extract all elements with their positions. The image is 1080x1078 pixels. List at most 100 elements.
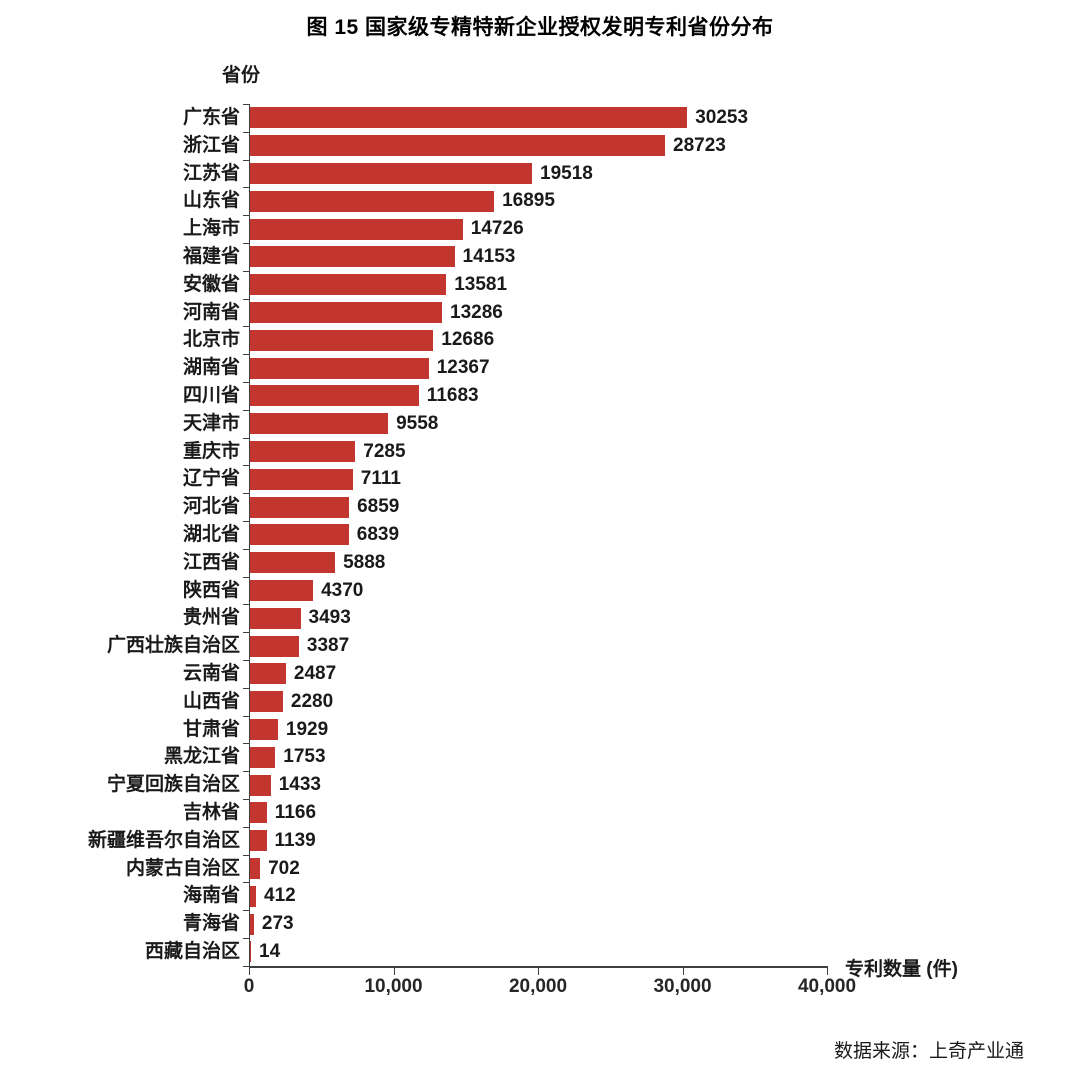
y-axis-tick [243, 187, 250, 189]
value-label: 12686 [441, 329, 495, 351]
category-label: 广东省 [182, 107, 240, 128]
y-axis-tick [243, 298, 250, 300]
bar [250, 635, 299, 657]
y-axis-tick [243, 104, 250, 105]
bar [250, 830, 267, 852]
value-label: 273 [261, 913, 294, 935]
y-axis-tick [243, 131, 250, 133]
category-label: 重庆市 [182, 440, 240, 462]
bar [250, 746, 276, 768]
bar-row: 河北省 6859 [0, 493, 1080, 521]
y-axis-label: 省份 [222, 65, 261, 86]
category-label: 辽宁省 [182, 468, 240, 490]
value-label: 11683 [426, 385, 479, 406]
bar-rows: 广东省 30253 浙江省 28723 江苏省 19518 山东省 16895 上海市 14726… [0, 104, 1080, 966]
bar [250, 246, 455, 268]
x-axis-tick-label: 10,000 [364, 975, 423, 997]
bar-row: 青海省 273 [0, 910, 1080, 938]
y-axis-tick [243, 882, 250, 884]
y-axis-tick [243, 799, 250, 800]
value-label: 3387 [306, 635, 350, 657]
y-axis-tick [243, 660, 250, 661]
value-label: 16895 [502, 190, 555, 212]
value-label: 3493 [308, 607, 351, 629]
y-axis-tick [243, 409, 250, 411]
category-label: 湖北省 [182, 524, 240, 545]
y-axis-tick [243, 243, 250, 244]
bar-row: 海南省 412 [0, 882, 1080, 910]
value-label: 19518 [540, 162, 593, 184]
value-label: 1433 [278, 774, 321, 796]
category-label: 西藏自治区 [144, 941, 240, 962]
y-axis-tick [243, 604, 250, 606]
bar [250, 802, 267, 824]
bar [250, 913, 254, 935]
value-label: 2487 [293, 663, 337, 684]
y-axis-tick [243, 771, 250, 773]
bar-row: 广东省 30253 [0, 104, 1080, 132]
value-label: 7285 [363, 440, 406, 462]
value-label: 6859 [357, 496, 400, 518]
x-axis-tick [393, 967, 395, 975]
x-axis-tick-label: 40,000 [797, 975, 857, 997]
x-axis-tick-label: 30,000 [653, 975, 712, 997]
category-label: 河南省 [182, 301, 240, 323]
category-label: 河北省 [182, 496, 240, 518]
value-label: 30253 [695, 107, 749, 128]
y-axis-tick [243, 910, 250, 912]
category-label: 山西省 [182, 690, 240, 712]
bar-row: 江西省 5888 [0, 549, 1080, 577]
category-label: 天津市 [182, 412, 240, 434]
y-axis-tick [243, 632, 250, 634]
x-axis-tick [249, 967, 250, 975]
bar-row: 浙江省 28723 [0, 132, 1080, 160]
bar-row: 宁夏回族自治区 1433 [0, 771, 1080, 799]
bar-row: 山东省 16895 [0, 187, 1080, 215]
category-label: 内蒙古自治区 [125, 857, 240, 879]
bar [250, 579, 314, 601]
bar-row: 西藏自治区 14 [0, 938, 1080, 966]
y-axis-tick [243, 521, 250, 522]
category-label: 宁夏回族自治区 [106, 774, 240, 796]
x-axis-tick [827, 967, 828, 975]
value-label: 412 [264, 885, 296, 907]
y-axis-tick [243, 743, 250, 745]
bar [250, 218, 463, 240]
value-label: 2280 [290, 690, 334, 712]
category-label: 福建省 [182, 246, 240, 267]
bar [250, 885, 256, 907]
value-label: 5888 [343, 551, 386, 573]
bar-row: 云南省 2487 [0, 660, 1080, 688]
value-label: 1139 [274, 829, 316, 851]
category-label: 新疆维吾尔自治区 [87, 829, 240, 851]
bar [250, 941, 251, 963]
bar [250, 718, 278, 740]
y-axis-tick [243, 826, 250, 828]
value-label: 6839 [356, 524, 400, 545]
bar [250, 274, 447, 296]
value-label: 7111 [360, 468, 401, 490]
value-label: 4370 [321, 579, 364, 601]
category-label: 江苏省 [182, 162, 240, 184]
y-axis-tick [243, 465, 250, 467]
bar-row: 上海市 14726 [0, 215, 1080, 243]
bar [250, 496, 350, 518]
bar [250, 468, 353, 490]
bar [250, 524, 349, 546]
value-label: 9558 [396, 412, 439, 434]
bar-row: 甘肃省 1929 [0, 716, 1080, 744]
bar-row: 陕西省 4370 [0, 577, 1080, 605]
x-axis-line [249, 965, 828, 968]
y-axis-tick [243, 715, 250, 717]
bar [250, 385, 419, 407]
category-label: 浙江省 [182, 134, 240, 156]
bar-row: 河南省 13286 [0, 299, 1080, 327]
bar [250, 691, 283, 713]
x-axis-tick [682, 967, 684, 975]
bar-row: 吉林省 1166 [0, 799, 1080, 827]
category-label: 江西省 [182, 551, 240, 573]
value-label: 14 [259, 941, 281, 962]
y-axis-tick [243, 965, 250, 967]
bar [250, 552, 336, 574]
bar-row: 四川省 11683 [0, 382, 1080, 410]
